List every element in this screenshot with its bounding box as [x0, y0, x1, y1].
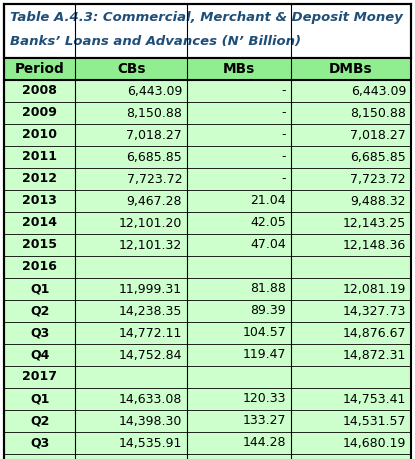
Text: CBs: CBs — [117, 62, 145, 76]
Text: 6,685.85: 6,685.85 — [350, 151, 406, 163]
Text: 9,488.32: 9,488.32 — [351, 195, 406, 207]
Text: 104.57: 104.57 — [242, 326, 286, 340]
Text: 12,101.32: 12,101.32 — [119, 239, 182, 252]
Text: Q2: Q2 — [30, 304, 49, 318]
Text: -: - — [281, 84, 286, 97]
Text: Q3: Q3 — [30, 326, 49, 340]
Bar — [4, 190, 411, 212]
Text: 6,443.09: 6,443.09 — [127, 84, 182, 97]
Text: 119.47: 119.47 — [242, 348, 286, 362]
Text: 7,018.27: 7,018.27 — [350, 129, 406, 141]
Bar — [4, 102, 411, 124]
Text: 9,467.28: 9,467.28 — [127, 195, 182, 207]
Text: 7,723.72: 7,723.72 — [127, 173, 182, 185]
Text: 2009: 2009 — [22, 106, 57, 119]
Text: -: - — [281, 173, 286, 185]
Text: 21.04: 21.04 — [250, 195, 286, 207]
Text: 2010: 2010 — [22, 129, 57, 141]
Bar — [4, 146, 411, 168]
Text: 7,018.27: 7,018.27 — [127, 129, 182, 141]
Text: Table A.4.3: Commercial, Merchant & Deposit Money: Table A.4.3: Commercial, Merchant & Depo… — [10, 11, 403, 24]
Text: Q4: Q4 — [30, 348, 49, 362]
Text: 14,398.30: 14,398.30 — [119, 414, 182, 427]
Text: 14,238.35: 14,238.35 — [119, 304, 182, 318]
Text: 42.05: 42.05 — [250, 217, 286, 230]
Text: 14,327.73: 14,327.73 — [343, 304, 406, 318]
Bar — [4, 234, 411, 256]
Text: 6,685.85: 6,685.85 — [127, 151, 182, 163]
Text: 89.39: 89.39 — [250, 304, 286, 318]
Text: 120.33: 120.33 — [242, 392, 286, 405]
Text: 14,772.11: 14,772.11 — [119, 326, 182, 340]
Text: 8,150.88: 8,150.88 — [126, 106, 182, 119]
Text: -: - — [281, 151, 286, 163]
Bar — [4, 322, 411, 344]
Text: 14,753.41: 14,753.41 — [343, 392, 406, 405]
Text: 6,443.09: 6,443.09 — [351, 84, 406, 97]
Text: 2011: 2011 — [22, 151, 57, 163]
Bar — [4, 454, 411, 459]
Text: 133.27: 133.27 — [242, 414, 286, 427]
Text: 12,081.19: 12,081.19 — [343, 282, 406, 296]
Text: 14,876.67: 14,876.67 — [342, 326, 406, 340]
Text: 14,633.08: 14,633.08 — [119, 392, 182, 405]
Text: 14,752.84: 14,752.84 — [119, 348, 182, 362]
Text: Q1: Q1 — [30, 282, 49, 296]
Bar — [4, 366, 411, 388]
Text: 12,148.36: 12,148.36 — [343, 239, 406, 252]
Text: 2013: 2013 — [22, 195, 57, 207]
Bar — [4, 124, 411, 146]
Text: 2012: 2012 — [22, 173, 57, 185]
Text: MBs: MBs — [223, 62, 255, 76]
Text: 14,531.57: 14,531.57 — [342, 414, 406, 427]
Text: Banks’ Loans and Advances (N’ Billion): Banks’ Loans and Advances (N’ Billion) — [10, 35, 301, 49]
Text: -: - — [281, 129, 286, 141]
Text: Q3: Q3 — [30, 437, 49, 449]
Text: Q1: Q1 — [30, 392, 49, 405]
Text: 8,150.88: 8,150.88 — [350, 106, 406, 119]
Text: 2016: 2016 — [22, 261, 57, 274]
Text: 2015: 2015 — [22, 239, 57, 252]
Bar — [4, 410, 411, 432]
Bar — [4, 168, 411, 190]
Text: 2014: 2014 — [22, 217, 57, 230]
Text: 7,723.72: 7,723.72 — [350, 173, 406, 185]
Text: 2017: 2017 — [22, 370, 57, 384]
Text: 12,101.20: 12,101.20 — [119, 217, 182, 230]
Text: 144.28: 144.28 — [242, 437, 286, 449]
Text: -: - — [281, 106, 286, 119]
Text: 14,535.91: 14,535.91 — [119, 437, 182, 449]
Text: 14,872.31: 14,872.31 — [343, 348, 406, 362]
Bar — [4, 212, 411, 234]
Text: 2008: 2008 — [22, 84, 57, 97]
Text: Period: Period — [15, 62, 64, 76]
Bar — [4, 80, 411, 102]
Text: 14,680.19: 14,680.19 — [343, 437, 406, 449]
Bar — [4, 300, 411, 322]
Text: Q2: Q2 — [30, 414, 49, 427]
Bar — [4, 388, 411, 410]
Bar — [4, 344, 411, 366]
Text: 47.04: 47.04 — [250, 239, 286, 252]
Text: 12,143.25: 12,143.25 — [343, 217, 406, 230]
Text: DMBs: DMBs — [329, 62, 373, 76]
Bar — [4, 4, 411, 58]
Bar — [4, 278, 411, 300]
Bar — [4, 58, 411, 80]
Bar — [4, 256, 411, 278]
Text: 11,999.31: 11,999.31 — [119, 282, 182, 296]
Bar — [4, 432, 411, 454]
Text: 81.88: 81.88 — [250, 282, 286, 296]
